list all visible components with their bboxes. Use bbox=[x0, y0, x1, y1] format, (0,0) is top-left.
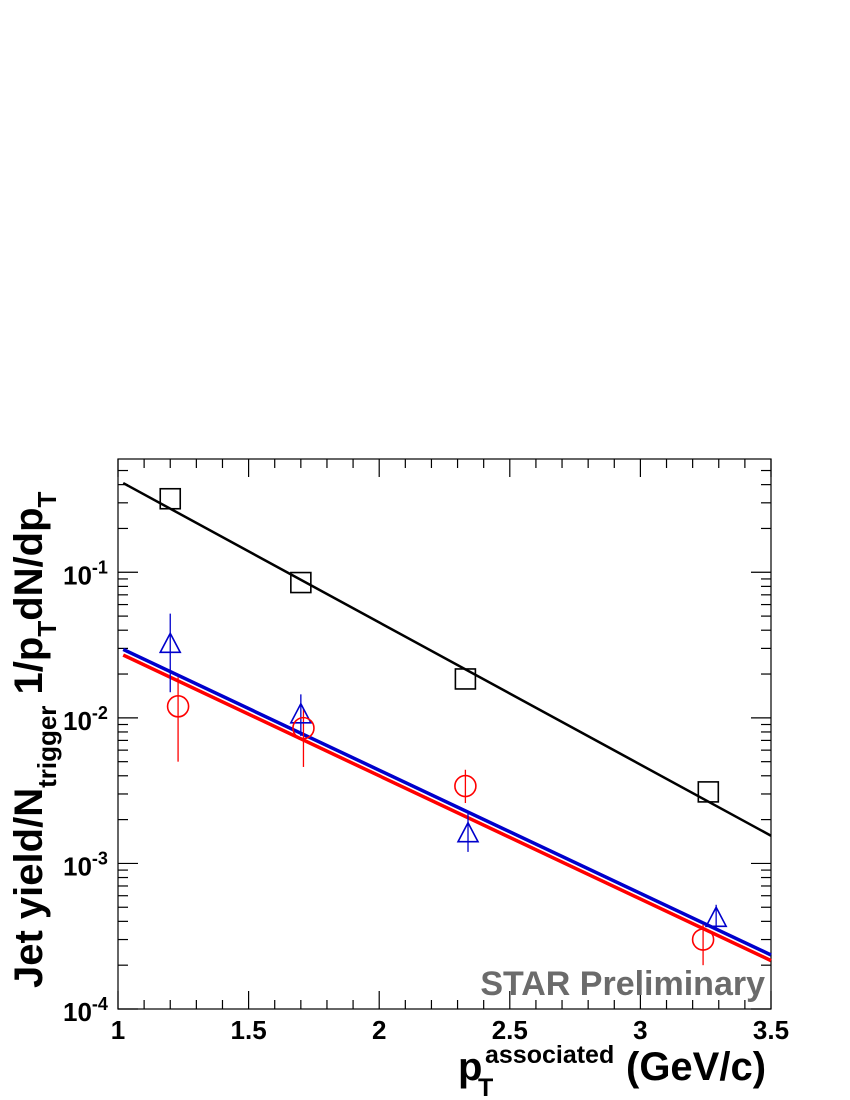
triangle-marker bbox=[704, 905, 728, 928]
square-marker bbox=[159, 487, 182, 510]
y-tick-label: 10-1 bbox=[63, 557, 108, 590]
x-tick-label: 3 bbox=[633, 1015, 647, 1045]
x-tick-label: 2 bbox=[372, 1015, 386, 1045]
y-axis-title: Jet yield/Ntrigger 1/pTdN/dpT bbox=[7, 491, 62, 988]
y-tick-label: 10-4 bbox=[63, 994, 108, 1027]
x-axis-title: p bbox=[458, 1045, 482, 1089]
y-tick-label: 10-2 bbox=[63, 703, 108, 736]
fit-line-open-triangle bbox=[122, 647, 772, 957]
x-axis-title-unit: (GeV/c) bbox=[626, 1045, 766, 1089]
x-axis-title-sub: T bbox=[478, 1074, 493, 1100]
square-marker bbox=[290, 571, 312, 594]
error-bars bbox=[169, 613, 717, 966]
fit-line-open-square bbox=[122, 481, 772, 837]
x-tick-label: 1 bbox=[111, 1015, 125, 1045]
y-tick-labels: 10-4 10-3 10-2 10-1 bbox=[63, 557, 108, 1027]
data-markers bbox=[158, 487, 728, 951]
triangle-marker bbox=[289, 702, 313, 724]
star-preliminary-label: STAR Preliminary bbox=[480, 965, 765, 1003]
y-tick-label: 10-3 bbox=[63, 848, 108, 881]
fit-lines bbox=[122, 481, 772, 963]
square-marker bbox=[454, 668, 477, 690]
axis-ticks bbox=[117, 459, 772, 1010]
x-axis-title-sup: associated bbox=[485, 1041, 614, 1069]
x-tick-label: 2.5 bbox=[492, 1015, 528, 1045]
x-tick-label: 1.5 bbox=[231, 1015, 267, 1045]
triangle-marker bbox=[158, 631, 182, 654]
circle-marker bbox=[454, 774, 477, 798]
circle-marker bbox=[292, 716, 315, 740]
fit-line-open-circle bbox=[122, 653, 772, 963]
square-marker bbox=[697, 781, 720, 803]
x-tick-label: 3.5 bbox=[753, 1015, 789, 1045]
triangle-marker bbox=[456, 820, 480, 843]
plot-frame bbox=[117, 458, 772, 1010]
x-tick-labels: 1 1.5 2 2.5 3 3.5 bbox=[111, 1015, 789, 1045]
circle-marker bbox=[691, 928, 715, 951]
circle-marker bbox=[166, 695, 190, 718]
